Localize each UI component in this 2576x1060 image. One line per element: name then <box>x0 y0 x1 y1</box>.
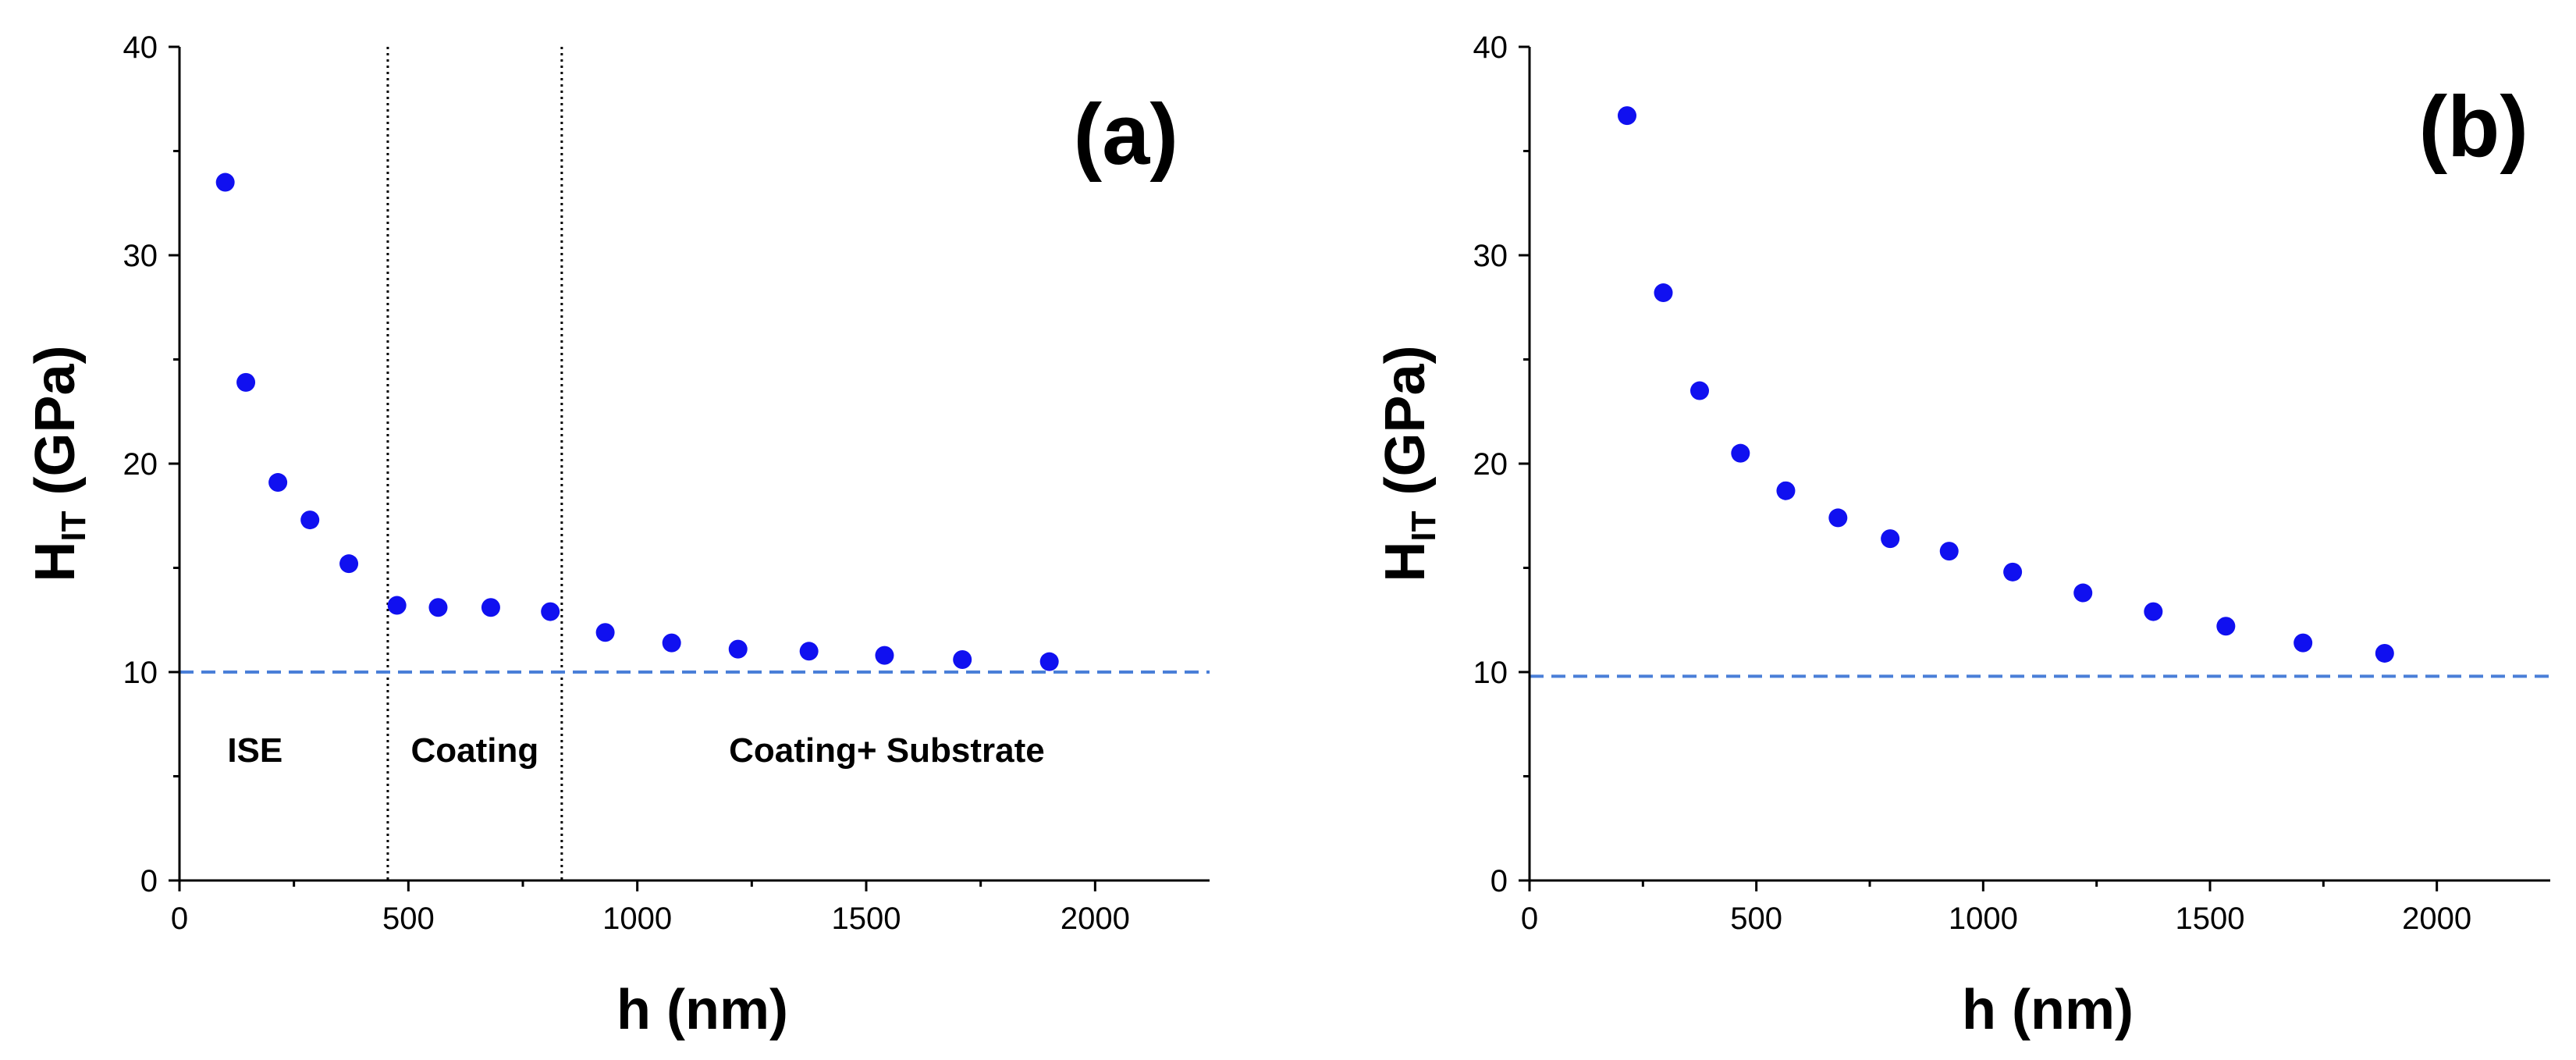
data-point <box>1776 481 1796 500</box>
y-axis-title-main: H <box>1374 542 1437 582</box>
data-point <box>2073 583 2093 603</box>
data-point <box>2294 633 2313 653</box>
data-point <box>1881 529 1900 549</box>
x-tick-label: 1500 <box>832 902 901 936</box>
y-tick-label: 40 <box>123 30 158 65</box>
data-point <box>215 173 235 192</box>
data-point <box>1731 443 1750 463</box>
x-tick-label: 1000 <box>602 902 672 936</box>
data-point <box>953 649 972 669</box>
data-point <box>1828 508 1848 528</box>
data-point <box>2144 602 2163 621</box>
data-point <box>1039 652 1059 671</box>
data-point <box>662 633 681 653</box>
x-axis-title: h (nm) <box>1962 979 2134 1041</box>
y-tick-label: 10 <box>1473 656 1508 690</box>
data-point <box>595 623 615 642</box>
panel-label: (a) <box>1074 87 1178 183</box>
data-point <box>387 596 407 615</box>
y-tick-label: 10 <box>123 656 158 690</box>
data-point <box>1617 106 1636 126</box>
x-tick-label: 2000 <box>1061 902 1130 936</box>
data-point <box>339 554 359 574</box>
y-tick-label: 40 <box>1473 30 1508 65</box>
y-axis-title-unit: (GPa) <box>1374 345 1437 510</box>
data-point <box>2003 562 2023 582</box>
data-point <box>428 598 448 617</box>
data-point <box>268 473 288 493</box>
data-point <box>799 642 819 661</box>
y-tick-label: 20 <box>1473 447 1508 482</box>
y-axis-title-unit: (GPa) <box>24 345 87 510</box>
data-point <box>541 602 560 621</box>
x-tick-label: 500 <box>382 902 435 936</box>
data-point <box>236 372 256 392</box>
chart-panel-a: 0 500 1000 1500 2000 0 10 20 30 40 ISE Coating Coati… <box>24 30 1210 1041</box>
x-tick-label: 0 <box>1521 902 1538 936</box>
data-point <box>1939 542 1959 561</box>
region-label: ISE <box>227 731 282 770</box>
x-tick-label: 1000 <box>1949 902 2018 936</box>
chart-panel-b: 0 500 1000 1500 2000 0 10 20 30 40 (b) h (nm) HIT (G… <box>1374 30 2550 1041</box>
data-point <box>1654 283 1673 303</box>
y-axis-title-subscript: IT <box>1405 510 1443 541</box>
x-tick-label: 1500 <box>2176 902 2245 936</box>
y-tick-label: 20 <box>123 447 158 482</box>
data-point <box>875 646 894 665</box>
y-tick-label: 30 <box>1473 239 1508 273</box>
y-axis-title: HIT (GPa) <box>24 345 93 582</box>
data-point <box>481 598 500 617</box>
y-tick-label: 0 <box>140 864 158 898</box>
y-tick-label: 0 <box>1491 864 1508 898</box>
data-point <box>2375 643 2394 663</box>
data-point <box>300 510 320 530</box>
panel-label: (b) <box>2419 79 2528 175</box>
region-label: Coating+ Substrate <box>729 731 1045 770</box>
region-label: Coating <box>411 731 539 770</box>
y-axis-title: HIT (GPa) <box>1374 345 1443 582</box>
x-tick-label: 0 <box>171 902 188 936</box>
data-point <box>2216 617 2236 636</box>
x-tick-label: 500 <box>1730 902 1782 936</box>
y-axis-title-main: H <box>24 542 87 582</box>
y-axis-title-subscript: IT <box>55 510 93 541</box>
data-point <box>728 639 748 659</box>
x-tick-label: 2000 <box>2402 902 2471 936</box>
data-point <box>1690 381 1709 400</box>
y-tick-label: 30 <box>123 239 158 273</box>
x-axis-title: h (nm) <box>616 979 788 1041</box>
